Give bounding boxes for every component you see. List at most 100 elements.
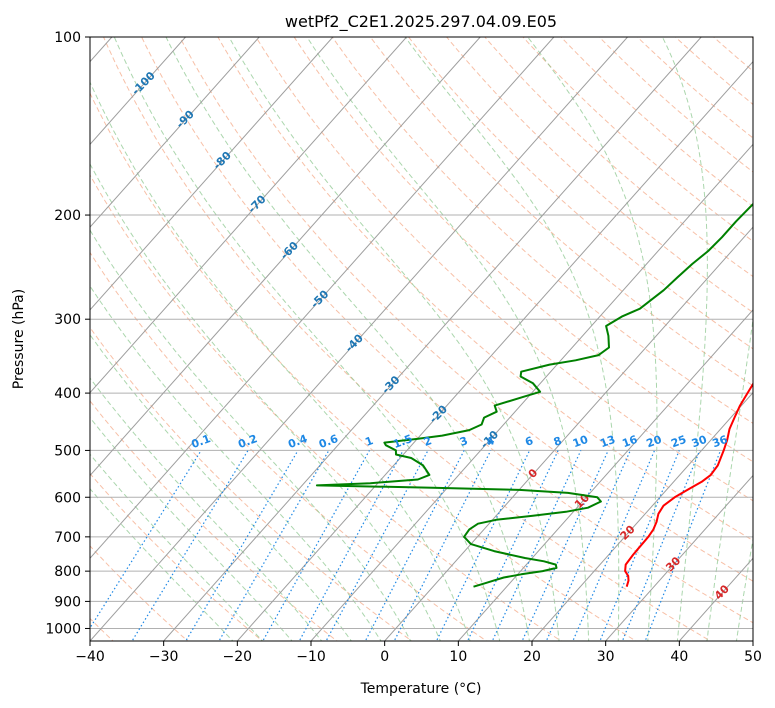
isotherm-line [90,37,334,311]
mixing-ratio-label: 20 [645,433,664,451]
x-tick-label: 30 [597,649,615,665]
y-tick-label: 100 [54,30,81,46]
x-tick-label: −40 [75,649,105,665]
y-tick-label: 300 [54,312,81,328]
dry-adiabat-line [90,472,264,641]
mixing-ratio-label: 36 [711,433,730,451]
mixing-ratio-line [393,450,492,641]
mixing-ratio-label: 0.6 [317,432,340,451]
isotherm-line [90,37,407,394]
isotherm-line [90,37,555,559]
dry-adiabat-line [217,37,753,542]
y-tick-label: 700 [54,530,81,546]
mixing-ratio-label: 1 [363,434,375,449]
dry-adiabat-line [331,37,753,424]
y-tick-label: 500 [54,443,81,459]
x-tick-label: −30 [149,649,179,665]
plot-frame [89,36,754,642]
mixing-ratio-label: 3 [458,434,470,449]
mixing-ratio-label: 0.1 [190,432,213,451]
isotherm-line [90,37,186,146]
y-tick-label: 400 [54,386,81,402]
mixing-ratio-label: 0.4 [286,432,309,451]
mixing-ratio-line [621,450,701,641]
moist-adiabat-line [90,416,293,641]
moist-adiabat-line [90,377,323,641]
dry-adiabat-line [103,37,712,641]
moist-adiabat-line [90,285,382,641]
isotherm-line [163,37,702,641]
temperature-line [624,382,753,587]
mixing-ratio-label: 2 [422,434,434,449]
isotherm-line [384,226,753,641]
x-tick-label: 0 [380,649,389,665]
mixing-ratio-label: 6 [523,434,535,449]
x-tick-label: −10 [296,649,326,665]
isotherm-line [457,309,753,641]
x-tick-label: 20 [523,649,541,665]
mixing-ratio-label: 1.5 [391,432,414,451]
mixing-ratio-line [262,450,370,641]
mixing-ratio-label: 16 [620,433,639,451]
mixing-ratio-line [325,450,429,641]
mixing-ratio-label: 10 [571,433,590,451]
dry-adiabat-line [90,92,637,641]
y-tick-label: 900 [54,594,81,610]
profile-lines [315,202,753,588]
moist-adiabat-line [90,333,352,641]
dry-adiabat-line [141,37,753,624]
dry-adiabat-line [407,37,753,350]
isotherm-line [605,474,753,641]
chart-title: wetPf2_C2E1.2025.297.04.09.E05 [285,12,557,32]
x-tick-label: 40 [670,649,688,665]
isobar-gridlines [90,37,753,629]
mixing-ratio-line [185,450,299,641]
isotherm-line [310,143,753,641]
mixing-ratio-line [545,450,631,641]
dry-adiabat-line [90,174,563,641]
mixing-ratio-line [364,450,465,641]
isotherm-line [90,37,481,477]
mixing-ratio-label: 4 [485,434,497,449]
x-tick-label: 50 [744,649,762,665]
y-tick-label: 1000 [45,621,81,637]
y-tick-label: 200 [54,208,81,224]
isotherm-line [90,37,260,228]
isotherm-line [90,37,628,641]
x-tick-label: 10 [449,649,467,665]
y-tick-label: 800 [54,564,81,580]
mixing-ratio-label: 13 [598,433,617,450]
x-axis-title: Temperature (°C) [360,681,482,697]
dry-adiabat-line [636,37,753,139]
isotherm-line [236,60,753,641]
dry-adiabat-line [446,37,753,313]
isotherm-line [531,391,753,641]
mixing-ratio-lines [90,450,722,641]
moist-adiabat-line [90,453,264,641]
mixing-ratio-line [644,450,722,641]
mixing-ratio-labels: 0.1 0.2 0.4 0.6 1 1.5 2 3 4 6 8 10 13 16 20 25 30 36 [190,432,730,451]
dry-adiabat-line [369,37,753,387]
mixing-ratio-line [218,450,330,641]
mixing-ratio-line [521,450,609,641]
x-tick-label: −20 [223,649,253,665]
isotherm-gridlines [90,37,753,641]
dry-adiabat-line [179,37,753,582]
mixing-ratio-label: 0.2 [236,432,259,451]
dry-adiabat-line [522,37,753,242]
mixing-ratio-label: 8 [552,434,564,449]
mixing-ratio-line [491,450,582,641]
y-axis: 1000 900 800 700 600 500 400 300 200 100 [45,30,90,637]
dry-adiabat-line [598,37,753,173]
dewpoint-line [315,202,753,588]
x-axis: −40 −30 −20 −10 0 10 20 30 40 50 [75,641,762,665]
dry-adiabat-line [90,326,413,641]
mixing-ratio-label: 25 [669,433,688,450]
y-axis-title: Pressure (hPa) [11,289,27,389]
mixing-ratio-line [298,450,404,641]
y-tick-label: 600 [54,490,81,506]
mixing-ratio-line [131,450,249,641]
